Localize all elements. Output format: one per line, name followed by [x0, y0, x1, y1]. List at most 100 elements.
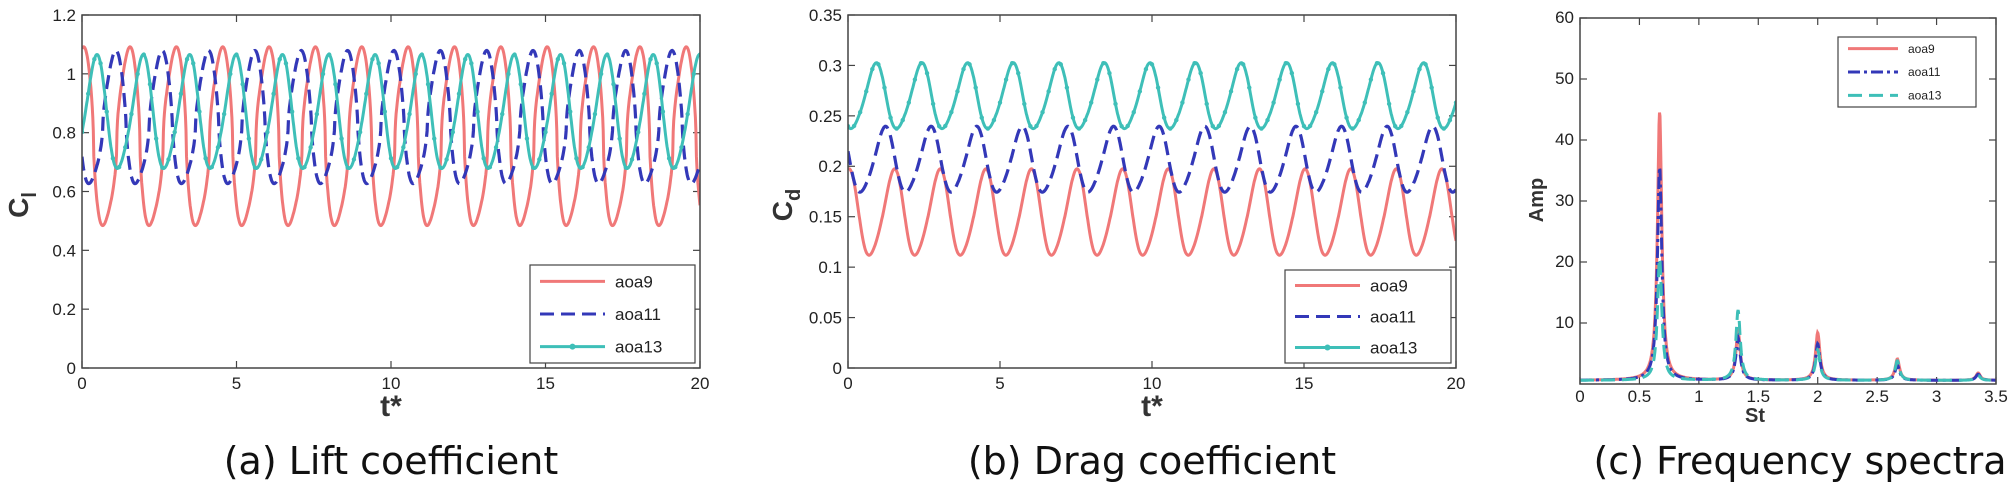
- series-marker-aoa13: [209, 164, 214, 170]
- series-marker-aoa13: [1070, 115, 1076, 120]
- series-marker-aoa13: [605, 52, 610, 57]
- x-tick-label: 0: [1575, 387, 1584, 406]
- series-marker-aoa13: [388, 156, 394, 161]
- series-marker-aoa13: [1137, 89, 1143, 94]
- legend-label-aoa11: aoa11: [1370, 307, 1416, 326]
- legend-label-aoa9: aoa9: [1370, 276, 1408, 295]
- series-marker-aoa13: [172, 129, 177, 135]
- series-marker-aoa13: [1405, 109, 1410, 115]
- series-marker-aoa13: [1411, 89, 1416, 94]
- series-marker-aoa13: [333, 81, 338, 87]
- series-marker-aoa13: [1174, 117, 1179, 123]
- series-marker-aoa13: [1259, 126, 1264, 131]
- y-tick-label: 30: [1555, 191, 1574, 210]
- series-marker-aoa13: [271, 91, 276, 96]
- series-marker-aoa13: [382, 109, 388, 114]
- series-marker-aoa13: [153, 136, 159, 141]
- series-marker-aoa13: [1362, 100, 1368, 105]
- series-marker-aoa13: [555, 56, 561, 62]
- series-marker-aoa13: [178, 91, 184, 96]
- series-marker-aoa13: [221, 111, 227, 117]
- series-marker-aoa13: [351, 157, 357, 162]
- series-marker-aoa13: [1307, 123, 1313, 129]
- y-tick-label: 0: [833, 359, 842, 378]
- series-marker-aoa13: [543, 129, 548, 135]
- y-tick-label: 10: [1555, 313, 1574, 332]
- series-marker-aoa13: [1265, 117, 1270, 123]
- series-marker-aoa13: [1253, 115, 1258, 120]
- series-marker-aoa13: [1441, 126, 1447, 131]
- x-tick-label: 0.5: [1628, 387, 1652, 406]
- x-tick-label: 1: [1694, 387, 1703, 406]
- series-marker-aoa13: [930, 101, 936, 107]
- series-marker-aoa13: [364, 91, 369, 96]
- series-marker-aoa13: [900, 117, 905, 123]
- series-marker-aoa13: [1271, 100, 1276, 105]
- y-tick-label: 0.2: [52, 300, 76, 319]
- series-marker-aoa13: [973, 85, 978, 90]
- series-marker-aoa13: [1186, 77, 1191, 82]
- series-marker-aoa13: [283, 61, 289, 66]
- series-marker-aoa13: [166, 157, 171, 162]
- plot-lines: [848, 61, 1456, 257]
- series-marker-aoa13: [623, 165, 629, 170]
- series-marker-aoa13: [234, 52, 239, 57]
- x-tick-label: 3: [1932, 387, 1941, 406]
- series-marker-aoa13: [580, 164, 585, 170]
- series-marker-aoa13: [432, 136, 437, 141]
- series-marker-aoa13: [506, 71, 511, 77]
- series-marker-aoa13: [98, 61, 103, 66]
- series-marker-aoa13: [882, 85, 887, 90]
- x-tick-label: 0: [843, 374, 852, 393]
- series-marker-aoa13: [469, 61, 474, 66]
- series-line-aoa9: [848, 167, 1456, 257]
- series-marker-aoa13: [1228, 89, 1234, 94]
- series-marker-aoa13: [277, 56, 282, 62]
- series-marker-aoa13: [1332, 62, 1337, 67]
- y-tick-label: 50: [1555, 69, 1574, 88]
- series-marker-aoa13: [1161, 115, 1167, 120]
- series-marker-aoa13: [500, 111, 505, 117]
- panel-c-caption: (c) Frequency spectra: [1593, 439, 2006, 483]
- series-marker-aoa13: [1313, 109, 1319, 115]
- series-marker-aoa13: [1210, 123, 1216, 129]
- spectrum-line-aoa13: [1580, 258, 1996, 382]
- series-marker-aoa13: [289, 109, 295, 114]
- series-marker-aoa13: [1234, 66, 1240, 72]
- series-line-aoa9: [82, 45, 700, 228]
- series-marker-aoa13: [1374, 61, 1380, 66]
- x-tick-label: 2.5: [1865, 387, 1889, 406]
- legend-label-aoa13: aoa13: [615, 338, 662, 357]
- series-marker-aoa13: [462, 56, 468, 62]
- series-marker-aoa13: [611, 81, 616, 87]
- series-marker-aoa13: [345, 165, 350, 170]
- series-marker-aoa13: [1052, 66, 1057, 72]
- series-marker-aoa13: [1064, 85, 1070, 90]
- series-marker-aoa13: [586, 145, 591, 150]
- series-marker-aoa13: [85, 91, 91, 96]
- series-line-aoa13: [848, 61, 1456, 131]
- series-marker-aoa13: [401, 145, 406, 150]
- series-marker-aoa13: [1149, 62, 1155, 67]
- series-marker-aoa13: [1423, 62, 1428, 67]
- series-marker-aoa13: [228, 71, 233, 77]
- series-marker-aoa13: [110, 156, 116, 161]
- series-marker-aoa13: [265, 129, 270, 135]
- series-marker-aoa13: [357, 129, 363, 135]
- y-tick-label: 0.25: [809, 107, 842, 126]
- series-marker-aoa13: [1101, 61, 1106, 66]
- series-marker-aoa13: [598, 71, 604, 77]
- series-marker-aoa13: [955, 89, 960, 94]
- y-tick-label: 40: [1555, 130, 1574, 149]
- series-marker-aoa13: [518, 81, 523, 87]
- series-marker-aoa13: [991, 117, 997, 123]
- y-tick-label: 60: [1555, 8, 1574, 27]
- panel-c-xlabel: St: [1745, 405, 1765, 427]
- y-tick-label: 0.6: [52, 182, 76, 201]
- series-marker-aoa13: [592, 111, 598, 117]
- series-marker-aoa13: [147, 81, 153, 87]
- series-marker-aoa13: [1076, 126, 1082, 131]
- series-line-aoa13: [82, 52, 700, 170]
- legend-label-aoa11: aoa11: [1908, 65, 1941, 79]
- series-marker-aoa13: [1380, 70, 1386, 76]
